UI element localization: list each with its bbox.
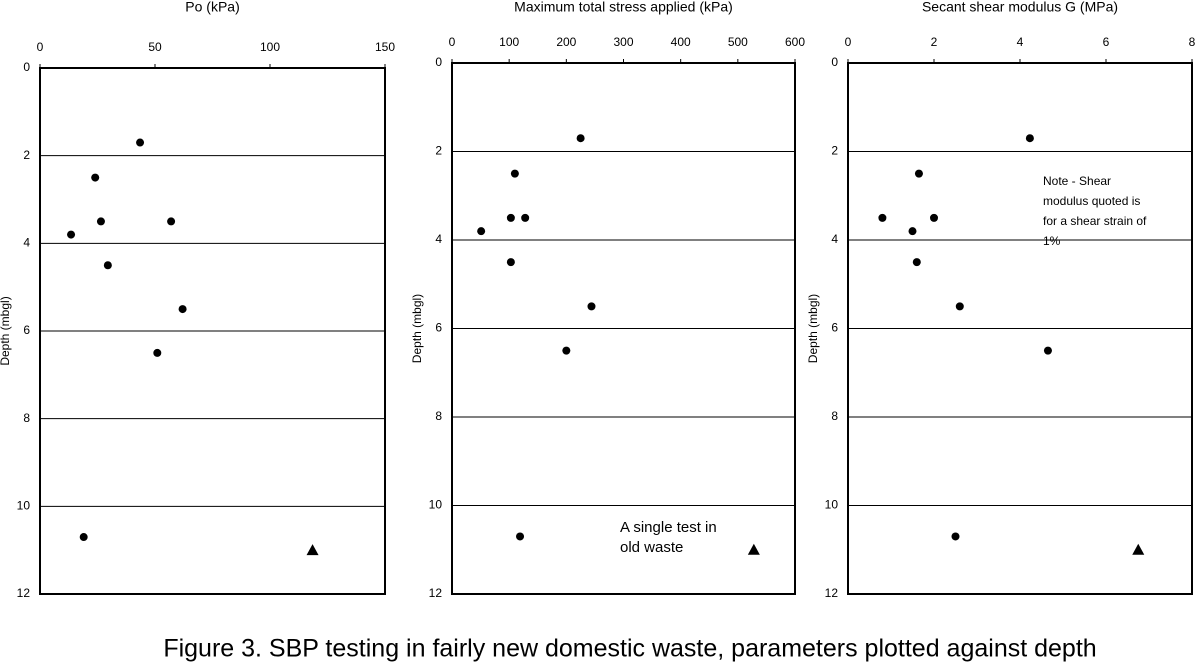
y-tick-label: 4 (435, 232, 442, 246)
chart-title: Maximum total stress applied (kPa) (514, 0, 733, 15)
x-tick-label: 6 (1103, 35, 1110, 49)
y-tick-label: 8 (435, 409, 442, 423)
point (562, 346, 571, 355)
y-tick-label: 4 (831, 232, 838, 246)
y-tick-label: 2 (23, 148, 30, 162)
y-axis-label: Depth (mbgl) (0, 296, 12, 365)
chart-title: Secant shear modulus G (MPa) (922, 0, 1118, 15)
x-tick-label: 400 (671, 35, 691, 49)
y-axis-label: Depth (mbgl) (410, 294, 424, 363)
y-tick-label: 0 (831, 55, 838, 69)
plot-frame (847, 62, 1193, 595)
point (587, 302, 596, 311)
annotation: Note - Shear (1043, 174, 1111, 188)
y-tick-label: 6 (831, 321, 838, 335)
point (1025, 134, 1034, 143)
point (914, 169, 923, 178)
point (506, 213, 515, 222)
point (178, 305, 187, 314)
x-tick-label: 200 (556, 35, 576, 49)
annotation: A single test in (620, 519, 717, 536)
point (912, 258, 921, 267)
y-tick-label: 10 (429, 498, 443, 512)
y-tick-label: 8 (831, 409, 838, 423)
plot-frame (451, 62, 796, 595)
y-tick-label: 10 (825, 498, 839, 512)
x-tick-label: 4 (1017, 35, 1024, 49)
point (506, 258, 515, 267)
point (79, 533, 88, 542)
x-tick-label: 600 (785, 35, 805, 49)
caption: Figure 3. SBP testing in fairly new dome… (163, 635, 1096, 663)
y-tick-label: 8 (23, 411, 30, 425)
x-tick-label: 0 (845, 35, 852, 49)
y-tick-label: 2 (435, 144, 442, 158)
y-tick-label: 12 (825, 586, 839, 600)
point (955, 302, 964, 311)
plot-frame (39, 67, 386, 595)
point (908, 227, 917, 236)
point (576, 134, 585, 143)
chart-title: Po (kPa) (185, 0, 239, 15)
point (516, 532, 525, 541)
point (103, 261, 112, 270)
annotation: old waste (620, 539, 683, 556)
x-tick-label: 100 (260, 40, 280, 54)
point (951, 532, 960, 541)
annotation: for a shear strain of (1043, 214, 1147, 228)
y-tick-label: 0 (23, 60, 30, 74)
point (91, 173, 100, 182)
point (930, 213, 938, 222)
x-tick-label: 0 (449, 35, 456, 49)
point (136, 138, 145, 147)
y-tick-label: 2 (831, 144, 838, 158)
x-tick-label: 500 (728, 35, 748, 49)
annotation: modulus quoted is (1043, 194, 1140, 208)
y-tick-label: 12 (429, 586, 443, 600)
x-tick-label: 2 (931, 35, 938, 49)
y-tick-label: 12 (17, 586, 31, 600)
point (167, 217, 176, 226)
triangle-point (747, 543, 760, 555)
point (477, 227, 486, 236)
point (153, 348, 162, 357)
annotation: 1% (1043, 234, 1061, 248)
triangle-point (1132, 543, 1145, 555)
y-tick-label: 0 (435, 55, 442, 69)
x-tick-label: 100 (499, 35, 519, 49)
x-tick-label: 300 (613, 35, 633, 49)
point (67, 230, 76, 239)
x-tick-label: 50 (148, 40, 162, 54)
point (96, 217, 105, 226)
y-tick-label: 10 (17, 499, 31, 513)
point (878, 213, 887, 222)
y-tick-label: 6 (435, 321, 442, 335)
triangle-point (306, 544, 319, 556)
point (521, 213, 530, 222)
x-tick-label: 150 (375, 40, 395, 54)
y-tick-label: 4 (23, 236, 30, 250)
point (1043, 346, 1052, 355)
point (510, 169, 519, 178)
y-tick-label: 6 (23, 323, 30, 337)
x-tick-label: 0 (37, 40, 44, 54)
y-axis-label: Depth (mbgl) (806, 294, 820, 363)
x-tick-label: 8 (1189, 35, 1196, 49)
